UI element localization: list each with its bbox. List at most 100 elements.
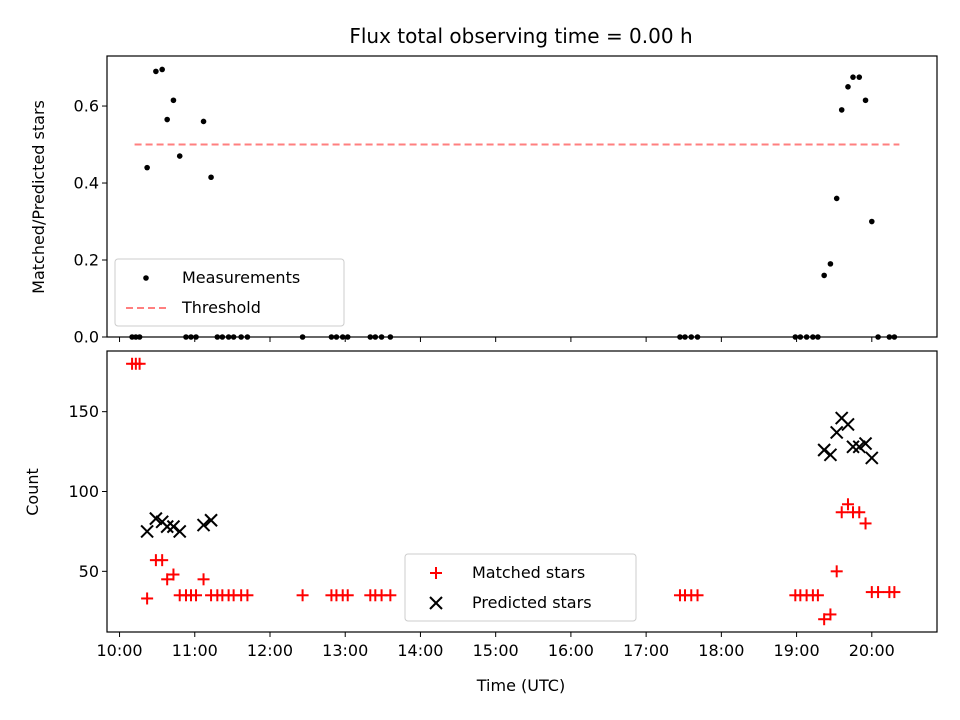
bottom-y-axis: 50 100 150: [68, 402, 107, 581]
measurement-point: [164, 116, 170, 123]
measurement-point: [845, 83, 851, 90]
matched-star-point: [167, 568, 180, 581]
predicted-star-point: [858, 436, 873, 451]
bottom-y-tick-label: 50: [79, 562, 99, 581]
measurement-point: [886, 334, 893, 340]
predicted-star-point: [166, 519, 181, 534]
legend-matched-label: Matched stars: [472, 563, 585, 582]
measurement-point: [688, 334, 695, 340]
legend-predicted-label: Predicted stars: [472, 593, 592, 612]
matched-star-point: [811, 589, 824, 602]
predicted-star-point: [852, 440, 866, 454]
x-tick-label: 17:00: [623, 641, 669, 660]
matched-star-point: [830, 565, 843, 578]
predicted-star-point: [841, 417, 855, 432]
top-y-tick-label: 0.6: [74, 97, 99, 116]
top-plot-frame: [106, 55, 938, 338]
measurement-point: [193, 334, 199, 340]
x-tick-label: 13:00: [322, 641, 368, 660]
measurement-point: [170, 97, 177, 104]
matched-star-point: [296, 589, 309, 602]
measurement-point: [230, 334, 237, 340]
matched-star-point: [853, 506, 866, 519]
measurement-point: [850, 74, 856, 80]
measurement-point: [214, 334, 221, 340]
x-tick-label: 15:00: [473, 641, 519, 660]
measurement-point: [208, 174, 214, 181]
x-tick-label: 16:00: [548, 641, 594, 660]
measurement-point: [387, 334, 394, 340]
matched-star-point: [824, 608, 837, 621]
top-y-tick-label: 0.4: [74, 174, 99, 193]
predicted-star-point: [865, 451, 879, 465]
matched-star-point: [341, 589, 354, 602]
predicted-star-point: [823, 448, 838, 462]
matched-star-point: [141, 592, 154, 605]
matched-star-point: [197, 573, 210, 586]
matched-star-point: [872, 586, 885, 599]
x-tick-label: 19:00: [774, 641, 820, 660]
matched-star-point: [888, 586, 901, 599]
x-tick-label: 20:00: [849, 641, 895, 660]
bottom-legend-box: [404, 553, 637, 622]
measurement-point: [328, 334, 335, 340]
legend-matched-marker: [430, 567, 442, 579]
measurement-point: [803, 334, 810, 340]
measurement-point: [176, 153, 183, 159]
top-y-axis: 0.0 0.2 0.4 0.6: [74, 97, 107, 347]
measurement-point: [200, 118, 207, 125]
measurement-point: [159, 66, 165, 73]
measurement-point: [810, 334, 816, 340]
legend-threshold-label: Threshold: [181, 298, 261, 317]
measurement-point: [869, 218, 875, 225]
measurement-point: [238, 334, 244, 340]
x-tick-label: 10:00: [96, 641, 142, 660]
matched-star-point: [241, 589, 254, 602]
predicted-star-point: [829, 425, 844, 440]
predicted-star-point: [817, 443, 831, 457]
measurement-point: [339, 334, 346, 340]
measurement-point: [875, 334, 881, 340]
measurement-point: [862, 97, 869, 104]
measurement-point: [225, 334, 232, 340]
measurement-point: [833, 195, 840, 202]
measurement-point: [891, 334, 898, 340]
measurement-point: [136, 334, 143, 340]
matched-star-point: [859, 517, 872, 530]
matched-star-point: [161, 573, 174, 586]
legend-predicted-marker: [429, 596, 443, 610]
legend-measurements-label: Measurements: [182, 268, 300, 287]
predicted-star-point: [196, 518, 211, 532]
measurement-point: [838, 107, 845, 113]
matched-star-point: [384, 589, 397, 602]
bottom-plot-marks: [126, 357, 901, 626]
predicted-star-point: [173, 524, 187, 539]
measurement-point: [299, 334, 306, 340]
predicted-star-point: [160, 519, 174, 534]
measurement-point: [344, 334, 351, 340]
bottom-y-axis-label: Count: [23, 468, 42, 516]
matched-star-point: [818, 613, 831, 626]
measurement-point: [827, 261, 834, 267]
x-axis-label: Time (UTC): [476, 676, 565, 695]
measurement-point: [153, 68, 159, 75]
top-y-tick-label: 0.0: [74, 328, 99, 347]
matched-star-point: [156, 554, 169, 567]
measurement-point: [856, 74, 863, 80]
matched-star-point: [133, 357, 146, 370]
matched-star-point: [190, 589, 203, 602]
measurement-point: [792, 334, 799, 340]
top-y-tick-label: 0.2: [74, 251, 99, 270]
measurement-point: [372, 334, 379, 340]
predicted-star-point: [204, 513, 218, 527]
top-legend: Measurements Threshold: [114, 258, 345, 327]
measurement-point: [821, 272, 827, 279]
measurement-point: [219, 334, 226, 340]
measurement-point: [682, 334, 688, 340]
measurement-point: [815, 334, 821, 340]
predicted-star-point: [846, 440, 860, 454]
matched-star-point: [841, 498, 854, 511]
top-x-axis: [119, 337, 873, 342]
